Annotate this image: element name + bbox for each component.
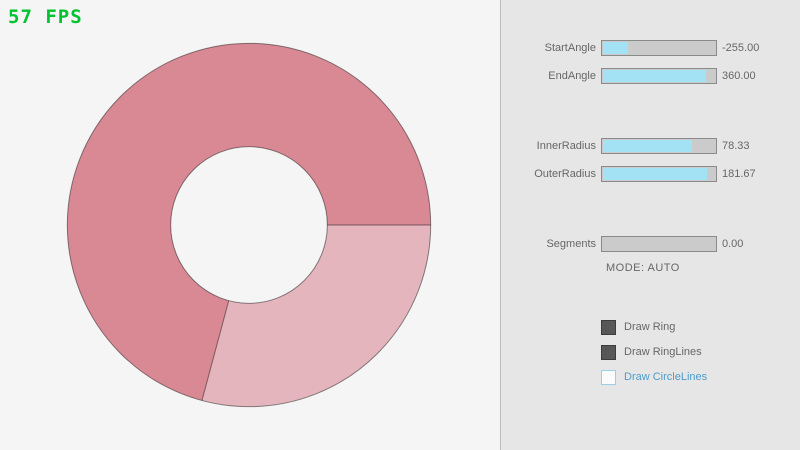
slider-fill — [603, 140, 693, 152]
mode-indicator: MODE: AUTO — [606, 262, 680, 274]
draw-ring-label: Draw Ring — [624, 321, 676, 333]
draw-ring-checkbox[interactable] — [601, 320, 616, 335]
draw-ringlines-label: Draw RingLines — [624, 346, 702, 358]
end-angle-value: 360.00 — [722, 70, 756, 82]
start-angle-value: -255.00 — [722, 42, 760, 54]
draw-ringlines-row: Draw RingLines — [501, 345, 800, 361]
segments-label: Segments — [546, 238, 596, 250]
segments-row: Segments 0.00 — [501, 236, 800, 252]
end-angle-label: EndAngle — [548, 70, 596, 82]
start-angle-label: StartAngle — [544, 42, 596, 54]
end-angle-row: EndAngle 360.00 — [501, 68, 800, 84]
segments-slider[interactable] — [601, 236, 717, 252]
controls-panel: StartAngle -255.00 EndAngle 360.00 Inner… — [500, 0, 800, 450]
draw-ringlines-checkbox[interactable] — [601, 345, 616, 360]
slider-fill — [603, 42, 628, 54]
end-angle-slider[interactable] — [601, 68, 717, 84]
outer-radius-value: 181.67 — [722, 168, 756, 180]
inner-radius-value: 78.33 — [722, 140, 750, 152]
slider-fill — [603, 70, 706, 82]
start-angle-slider[interactable] — [601, 40, 717, 56]
draw-circlelines-checkbox[interactable] — [601, 370, 616, 385]
draw-ring-row: Draw Ring — [501, 320, 800, 336]
inner-radius-row: InnerRadius 78.33 — [501, 138, 800, 154]
draw-circlelines-label: Draw CircleLines — [624, 371, 708, 383]
draw-circlelines-row: Draw CircleLines — [501, 370, 800, 386]
ring-plot — [66, 42, 432, 408]
inner-radius-slider[interactable] — [601, 138, 717, 154]
start-angle-row: StartAngle -255.00 — [501, 40, 800, 56]
outer-radius-label: OuterRadius — [534, 168, 596, 180]
inner-radius-label: InnerRadius — [536, 140, 596, 152]
slider-fill — [603, 168, 707, 180]
outer-radius-slider[interactable] — [601, 166, 717, 182]
outer-radius-row: OuterRadius 181.67 — [501, 166, 800, 182]
segments-value: 0.00 — [722, 238, 744, 250]
fps-counter: 57 FPS — [8, 6, 83, 28]
